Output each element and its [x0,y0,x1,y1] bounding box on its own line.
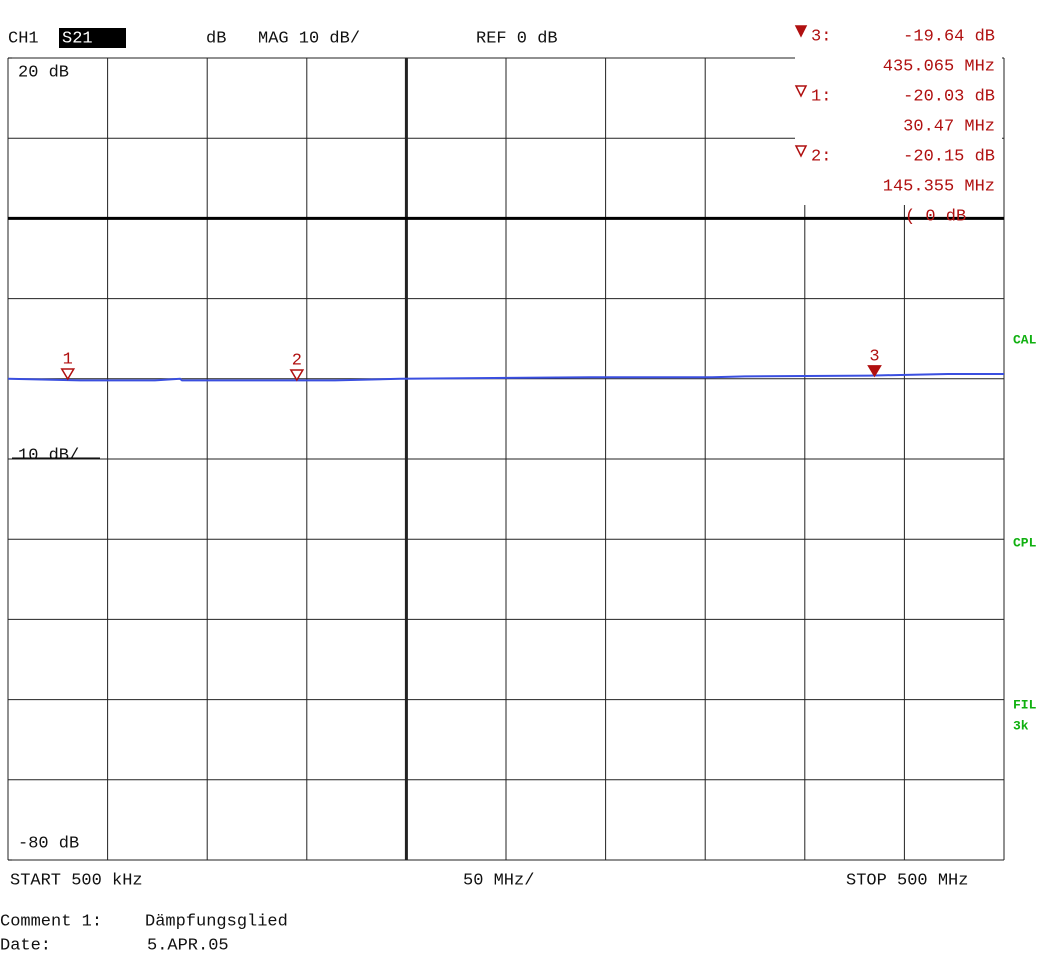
y-scale-label: 10 dB/ [18,446,79,465]
readout-freq: 145.355 MHz [883,177,995,196]
side-label: 3k [1013,718,1029,733]
readout-value: -20.15 dB [903,147,995,166]
y-tick-label: 20 dB [18,63,69,82]
parameter: S21 [62,29,93,48]
readout-icon [794,145,808,158]
marker [289,369,305,382]
side-label: CAL [1013,332,1037,347]
comment-label: Comment 1: [0,912,102,931]
trace [7,372,1004,382]
x-start-label: START 500 kHz [10,871,143,890]
format-unit: dB [206,29,226,48]
y-tick-label: -80 dB [18,834,79,853]
ref-label: REF 0 dB [476,29,558,48]
readout-icon [794,85,808,98]
readout-name: 1: [811,87,831,106]
marker [867,365,882,378]
ref-marker-label: ( 0 dB [905,207,966,226]
readout-value: -20.03 dB [903,87,995,106]
side-label: FIL [1013,697,1037,712]
marker [60,368,76,381]
readout-value: -19.64 dB [903,27,995,46]
parameter-highlight [59,28,126,48]
readout-icon [794,25,808,38]
x-scale-label: 50 MHz/ [463,871,534,890]
scale-label: MAG 10 dB/ [258,29,360,48]
date-text: 5.APR.05 [147,936,229,955]
channel: CH1 [8,29,39,48]
readout-panel [795,20,1002,205]
comment-text: Dämpfungsglied [145,912,288,931]
readout-name: 3: [811,27,831,46]
date-label: Date: [0,936,51,955]
side-label: CPL [1013,535,1037,550]
readout-name: 2: [811,147,831,166]
readout-freq: 30.47 MHz [903,117,995,136]
marker-label: 3 [869,347,879,366]
x-stop-label: STOP 500 MHz [846,871,968,890]
marker-label: 2 [292,351,302,370]
marker-label: 1 [63,351,73,370]
readout-freq: 435.065 MHz [883,57,995,76]
